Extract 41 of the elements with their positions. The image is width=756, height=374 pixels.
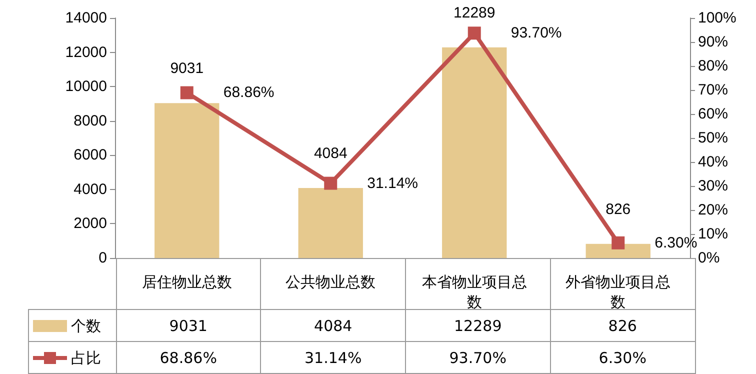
y2-tick-label: 10% xyxy=(698,226,728,242)
text: 31.14% xyxy=(367,174,418,192)
text: 826 xyxy=(606,200,631,218)
data-label: 68.86% xyxy=(116,342,261,374)
y-tick-label: 2000 xyxy=(74,215,107,232)
y2-tick-label: 50% xyxy=(698,130,728,146)
data-label: 4084 xyxy=(260,310,406,342)
y-tick-label: 8000 xyxy=(74,112,107,130)
y-tick-label: 4000 xyxy=(74,180,107,198)
y2-tick-label: 60% xyxy=(698,106,728,122)
y-tick-label: 6000 xyxy=(74,146,107,164)
data-label: 826 xyxy=(550,310,695,342)
text: 9031 xyxy=(170,60,204,78)
text: 12289 xyxy=(454,4,496,22)
data-label: 31.14% xyxy=(260,342,406,374)
legend-label: 占比 xyxy=(28,342,116,374)
data-label: 9031 xyxy=(116,310,261,342)
text: 68.86% xyxy=(223,84,274,102)
x-tick-label: 公共物业总数 xyxy=(286,273,376,291)
y2-tick-label: 40% xyxy=(698,154,728,170)
text: 6.30% xyxy=(654,234,698,252)
x-tick-label: 外省物业项目总数 xyxy=(566,273,671,311)
y2-tick-label: 0% xyxy=(698,250,720,266)
y-tick-label: 14000 xyxy=(65,10,107,26)
y-tick-label: 10000 xyxy=(65,78,107,96)
data-label: 6.30% xyxy=(550,342,695,374)
y2-tick-label: 80% xyxy=(698,58,728,74)
legend-label: 个数 xyxy=(28,310,116,342)
y-tick-label: 0 xyxy=(98,250,107,266)
y2-tick-label: 30% xyxy=(698,178,728,194)
y-tick-label: 12000 xyxy=(65,44,107,61)
text: 4084 xyxy=(314,144,348,162)
data-label: 12289 xyxy=(406,310,550,342)
x-tick-label: 本省物业项目总数 xyxy=(422,273,527,311)
y2-tick-label: 70% xyxy=(698,82,728,98)
data-label: 93.70% xyxy=(406,342,550,374)
text: 93.70% xyxy=(510,24,562,42)
y2-tick-label: 20% xyxy=(698,202,728,218)
y2-tick-label: 90% xyxy=(698,34,728,50)
y2-tick-label: 100% xyxy=(698,10,736,26)
x-tick-label: 居住物业总数 xyxy=(142,273,232,291)
